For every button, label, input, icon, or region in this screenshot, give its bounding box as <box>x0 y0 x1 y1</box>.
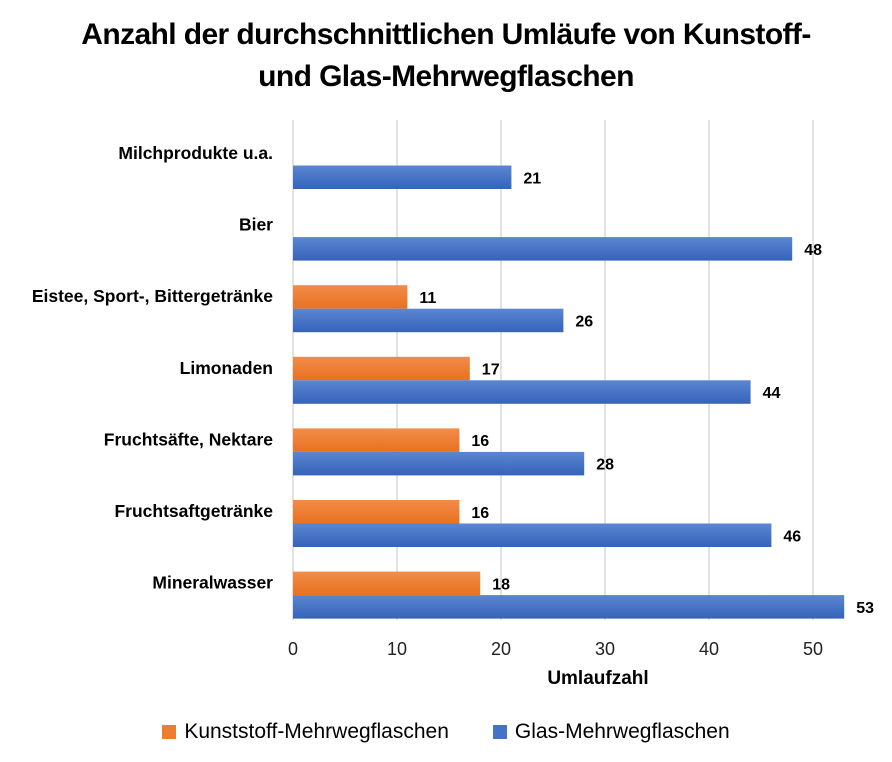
data-label: 48 <box>804 242 822 259</box>
data-label: 44 <box>763 385 781 402</box>
x-tick-label: 40 <box>699 639 719 659</box>
legend-swatch-orange <box>162 725 177 739</box>
bar-glas[interactable] <box>293 380 751 404</box>
data-label: 21 <box>523 170 541 187</box>
x-tick-label: 10 <box>387 639 407 659</box>
chart-title-line-1: Anzahl der durchschnittlichen Umläufe vo… <box>81 18 811 51</box>
category-label: Mineralwasser <box>152 573 273 593</box>
category-label: Limonaden <box>180 358 273 378</box>
legend: Kunststoff-Mehrwegflaschen Glas-Mehrwegf… <box>0 720 892 744</box>
data-label: 26 <box>575 313 593 330</box>
data-label: 53 <box>856 600 874 617</box>
x-tick-labels: 0 10 20 30 40 50 <box>288 639 823 659</box>
data-label: 16 <box>471 505 489 522</box>
x-axis-label: Umlaufzahl <box>547 668 648 689</box>
chart-title: Anzahl der durchschnittlichen Umläufe vo… <box>0 14 892 98</box>
bar-glas[interactable] <box>293 523 772 548</box>
x-tick-label: 0 <box>288 639 298 659</box>
category-label: Fruchtsaftgetränke <box>114 501 273 521</box>
bar-kunststoff[interactable] <box>293 571 481 596</box>
data-label: 11 <box>419 290 436 307</box>
category-label: Bier <box>239 215 273 235</box>
data-label: 46 <box>783 528 801 545</box>
x-tick-label: 30 <box>595 639 615 659</box>
bar-kunststoff[interactable] <box>293 428 460 452</box>
bar-glas[interactable] <box>293 595 845 619</box>
legend-item-glas[interactable]: Glas-Mehrwegflaschen <box>492 720 730 744</box>
bar-glas[interactable] <box>293 165 512 190</box>
data-label: 17 <box>482 362 500 379</box>
bar-glas[interactable] <box>293 237 793 261</box>
data-labels: 21 48 11 26 17 44 16 28 16 46 18 53 <box>419 170 874 617</box>
legend-label: Glas-Mehrwegflaschen <box>514 720 730 743</box>
category-label: Milchprodukte u.a. <box>118 143 273 163</box>
bars <box>293 165 845 619</box>
bar-kunststoff[interactable] <box>293 356 470 381</box>
bar-glas[interactable] <box>293 451 585 476</box>
x-tick-label: 20 <box>491 639 511 659</box>
legend-label: Kunststoff-Mehrwegflaschen <box>184 720 449 743</box>
category-labels: Milchprodukte u.a. Bier Eistee, Sport-, Bi… <box>32 143 273 593</box>
data-label: 18 <box>492 576 510 593</box>
category-label: Fruchtsäfte, Nektare <box>104 429 273 449</box>
bar-glas[interactable] <box>293 308 564 333</box>
data-label: 16 <box>471 433 489 450</box>
x-tick-label: 50 <box>803 639 823 659</box>
legend-item-kunststoff[interactable]: Kunststoff-Mehrwegflaschen <box>162 720 449 744</box>
legend-swatch-blue <box>492 725 507 739</box>
bar-kunststoff[interactable] <box>293 500 460 524</box>
data-label: 28 <box>596 457 614 474</box>
bar-kunststoff[interactable] <box>293 285 408 309</box>
chart-title-line-2: und Glas-Mehrwegflaschen <box>258 60 634 93</box>
category-label: Eistee, Sport-, Bittergetränke <box>32 286 273 306</box>
